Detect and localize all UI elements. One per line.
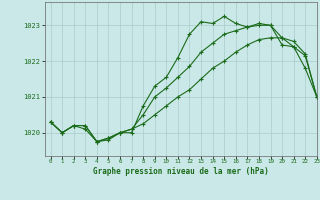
X-axis label: Graphe pression niveau de la mer (hPa): Graphe pression niveau de la mer (hPa) — [93, 167, 269, 176]
